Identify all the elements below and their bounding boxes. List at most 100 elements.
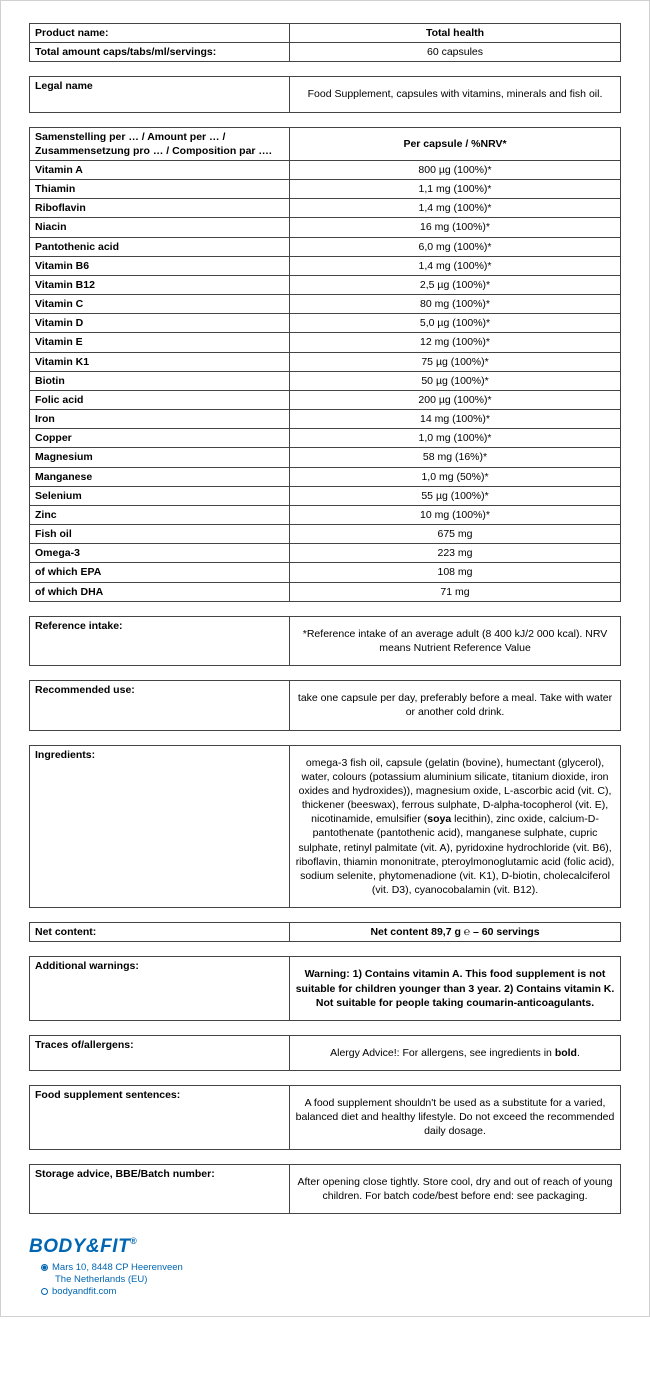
table-row: Omega-3223 mg	[30, 544, 621, 563]
reference-value: *Reference intake of an average adult (8…	[290, 616, 621, 665]
table-row: Vitamin E12 mg (100%)*	[30, 333, 621, 352]
ingredients-value: omega-3 fish oil, capsule (gelatin (bovi…	[290, 745, 621, 908]
table-row: of which DHA71 mg	[30, 582, 621, 601]
nutrition-label-page: Product name: Total health Total amount …	[0, 0, 650, 1317]
nutrient-value: 80 mg (100%)*	[290, 295, 621, 314]
supplement-value: A food supplement shouldn't be used as a…	[290, 1086, 621, 1150]
nutrient-label: Folic acid	[30, 390, 290, 409]
allergens-bold: bold	[555, 1047, 577, 1059]
net-label: Net content:	[30, 923, 290, 942]
table-row: Pantothenic acid6,0 mg (100%)*	[30, 237, 621, 256]
footer-address-2: The Netherlands (EU)	[55, 1274, 621, 1285]
nutrient-label: of which DHA	[30, 582, 290, 601]
nutrient-value: 58 mg (16%)*	[290, 448, 621, 467]
table-row: Vitamin B61,4 mg (100%)*	[30, 256, 621, 275]
nutrient-label: Vitamin B6	[30, 256, 290, 275]
supplement-label: Food supplement sentences:	[30, 1086, 290, 1150]
nutrient-label: Magnesium	[30, 448, 290, 467]
nutrient-label: Zinc	[30, 505, 290, 524]
nutrient-label: Fish oil	[30, 525, 290, 544]
nutrient-value: 675 mg	[290, 525, 621, 544]
table-row: Riboflavin1,4 mg (100%)*	[30, 199, 621, 218]
nutrient-label: Manganese	[30, 467, 290, 486]
allergens-value: Alergy Advice!: For allergens, see ingre…	[290, 1035, 621, 1070]
nutrient-label: Vitamin C	[30, 295, 290, 314]
table-row: Thiamin1,1 mg (100%)*	[30, 180, 621, 199]
table-row: Niacin16 mg (100%)*	[30, 218, 621, 237]
legal-value: Food Supplement, capsules with vitamins,…	[290, 77, 621, 112]
nutrient-label: Omega-3	[30, 544, 290, 563]
legal-section: Legal name Food Supplement, capsules wit…	[29, 76, 621, 112]
warn-label: Additional warnings:	[30, 957, 290, 1021]
nutrient-value: 50 µg (100%)*	[290, 371, 621, 390]
table-row: Biotin50 µg (100%)*	[30, 371, 621, 390]
nutrient-label: Vitamin E	[30, 333, 290, 352]
amount-value: 60 capsules	[290, 43, 621, 62]
ingredients-section: Ingredients: omega-3 fish oil, capsule (…	[29, 745, 621, 909]
ingredients-post: lecithin), zinc oxide, calcium-D-pantoth…	[296, 813, 615, 896]
nutrient-label: Iron	[30, 410, 290, 429]
table-row: Selenium55 µg (100%)*	[30, 486, 621, 505]
nutrient-value: 55 µg (100%)*	[290, 486, 621, 505]
table-row: Copper1,0 mg (100%)*	[30, 429, 621, 448]
nutrient-value: 16 mg (100%)*	[290, 218, 621, 237]
nutrient-value: 75 µg (100%)*	[290, 352, 621, 371]
nutrient-value: 12 mg (100%)*	[290, 333, 621, 352]
reference-section: Reference intake: *Reference intake of a…	[29, 616, 621, 666]
brand-logo-text: BODY&FIT	[29, 1236, 130, 1257]
nutrient-label: Thiamin	[30, 180, 290, 199]
nutrient-value: 1,1 mg (100%)*	[290, 180, 621, 199]
reference-label: Reference intake:	[30, 616, 290, 665]
allergens-label: Traces of/allergens:	[30, 1035, 290, 1070]
storage-section: Storage advice, BBE/Batch number: After …	[29, 1164, 621, 1214]
storage-label: Storage advice, BBE/Batch number:	[30, 1164, 290, 1213]
amount-label: Total amount caps/tabs/ml/servings:	[30, 43, 290, 62]
composition-header-value: Per capsule / %NRV*	[290, 127, 621, 160]
nutrient-label: Vitamin D	[30, 314, 290, 333]
table-row: Iron14 mg (100%)*	[30, 410, 621, 429]
table-row: of which EPA108 mg	[30, 563, 621, 582]
table-row: Folic acid200 µg (100%)*	[30, 390, 621, 409]
nutrient-label: Niacin	[30, 218, 290, 237]
table-row: Vitamin K175 µg (100%)*	[30, 352, 621, 371]
registered-icon: ®	[130, 1236, 137, 1246]
nutrient-value: 14 mg (100%)*	[290, 410, 621, 429]
nutrient-value: 1,0 mg (50%)*	[290, 467, 621, 486]
table-row: Magnesium58 mg (16%)*	[30, 448, 621, 467]
use-value: take one capsule per day, preferably bef…	[290, 681, 621, 730]
composition-table: Samenstelling per … / Amount per … / Zus…	[29, 127, 621, 602]
nutrient-label: Riboflavin	[30, 199, 290, 218]
table-row: Zinc10 mg (100%)*	[30, 505, 621, 524]
globe-icon	[41, 1288, 48, 1295]
nutrient-value: 6,0 mg (100%)*	[290, 237, 621, 256]
table-row: Vitamin A800 µg (100%)*	[30, 160, 621, 179]
nutrient-value: 200 µg (100%)*	[290, 390, 621, 409]
storage-value: After opening close tightly. Store cool,…	[290, 1164, 621, 1213]
use-section: Recommended use: take one capsule per da…	[29, 680, 621, 730]
nutrient-value: 71 mg	[290, 582, 621, 601]
nutrient-label: Copper	[30, 429, 290, 448]
allergens-pre: Alergy Advice!: For allergens, see ingre…	[330, 1047, 555, 1059]
header-table: Product name: Total health Total amount …	[29, 23, 621, 62]
nutrient-label: Vitamin K1	[30, 352, 290, 371]
table-row: Vitamin C80 mg (100%)*	[30, 295, 621, 314]
location-icon	[41, 1264, 48, 1271]
nutrient-label: Vitamin B12	[30, 275, 290, 294]
allergens-post: .	[577, 1047, 580, 1059]
table-row: Fish oil675 mg	[30, 525, 621, 544]
warn-value: Warning: 1) Contains vitamin A. This foo…	[290, 957, 621, 1021]
footer-web: bodyandfit.com	[41, 1286, 621, 1297]
footer-web-text: bodyandfit.com	[52, 1286, 116, 1297]
nutrient-value: 108 mg	[290, 563, 621, 582]
footer-address-1: Mars 10, 8448 CP Heerenveen	[41, 1262, 621, 1273]
net-value: Net content 89,7 g ℮ – 60 servings	[290, 923, 621, 942]
legal-label: Legal name	[30, 77, 290, 112]
nutrient-value: 1,0 mg (100%)*	[290, 429, 621, 448]
table-row: Vitamin B122,5 µg (100%)*	[30, 275, 621, 294]
composition-header-label: Samenstelling per … / Amount per … / Zus…	[30, 127, 290, 160]
nutrient-value: 2,5 µg (100%)*	[290, 275, 621, 294]
nutrient-value: 5,0 µg (100%)*	[290, 314, 621, 333]
nutrient-value: 1,4 mg (100%)*	[290, 199, 621, 218]
use-label: Recommended use:	[30, 681, 290, 730]
warn-section: Additional warnings: Warning: 1) Contain…	[29, 956, 621, 1021]
